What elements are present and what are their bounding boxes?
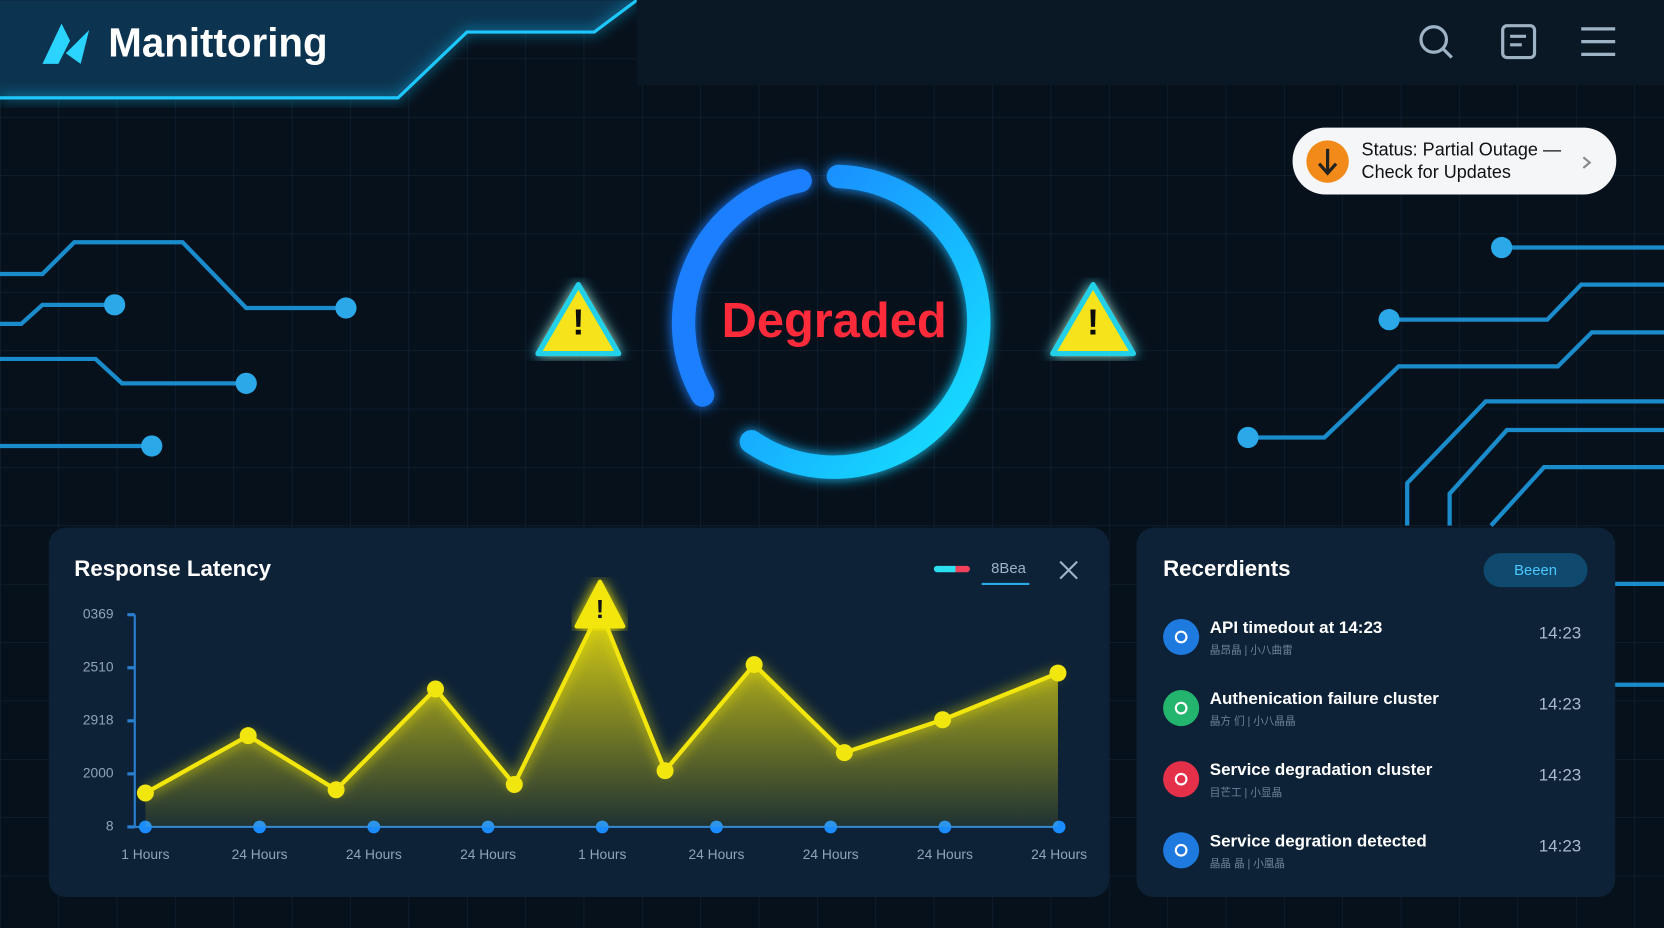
y-tick-label: 2000 <box>83 766 114 781</box>
header-tab <box>0 0 637 98</box>
legend-label[interactable]: 8Bea <box>991 561 1026 577</box>
latency-point <box>136 784 154 802</box>
status-label: Degraded <box>722 294 947 348</box>
latency-area <box>145 609 1058 827</box>
incident-icon <box>1163 832 1200 869</box>
legend-swatch <box>933 565 970 573</box>
x-tick-label: 24 Hours <box>232 847 288 862</box>
incident-time: 14:23 <box>1539 837 1581 856</box>
x-tick-label: 24 Hours <box>460 847 516 862</box>
incident-time: 14:23 <box>1539 623 1581 642</box>
circuit-nodes <box>104 236 1513 457</box>
header-edge <box>0 0 638 100</box>
incident-icon-glyph <box>1174 772 1188 786</box>
incident-subtitle: 晶昂晶 | 小八曲雷 <box>1210 645 1293 657</box>
incident-time: 14:23 <box>1539 694 1581 713</box>
incidents-title: Recerdients <box>1163 556 1290 581</box>
status-ring <box>671 164 991 479</box>
incident-icon-glyph <box>1174 630 1188 644</box>
x-tick-label: 24 Hours <box>803 847 859 862</box>
incident-time: 14:23 <box>1539 765 1581 784</box>
incident-icon-glyph <box>1174 843 1188 857</box>
x-tick-label: 24 Hours <box>917 847 973 862</box>
search-icon[interactable] <box>1419 25 1453 59</box>
y-tick-label: 2510 <box>83 659 114 674</box>
incident-title[interactable]: Service degration detected <box>1210 831 1427 850</box>
peak-warning: ! <box>596 596 604 624</box>
incident-title[interactable]: Authenication failure cluster <box>1210 689 1440 708</box>
warning-icons: ! ! <box>535 282 1137 357</box>
document-icon[interactable] <box>1501 24 1537 60</box>
chart-title: Response Latency <box>74 556 271 581</box>
y-tick-label: 0369 <box>83 606 114 621</box>
menu-icon[interactable] <box>1581 27 1616 56</box>
latency-point <box>745 656 763 674</box>
incident-icon <box>1163 761 1200 798</box>
incident-subtitle: 晶方 们 | 小八晶晶 <box>1210 715 1296 728</box>
svg-text:!: ! <box>1087 302 1099 343</box>
incidents-button[interactable] <box>1483 553 1588 588</box>
latency-point <box>656 762 674 780</box>
latency-point <box>505 776 523 793</box>
incident-subtitle: 晶晶 晶 | 小凰晶 <box>1210 858 1285 870</box>
x-tick-label: 24 Hours <box>346 847 402 862</box>
incident-title[interactable]: API timedout at 14:23 <box>1210 618 1383 637</box>
x-tick-label: 24 Hours <box>1031 847 1087 862</box>
latency-point <box>934 711 952 729</box>
latency-point <box>327 781 345 799</box>
incidents-panel <box>1136 527 1616 897</box>
incident-icon <box>1163 690 1200 727</box>
incidents-button-label[interactable]: Beeen <box>1514 563 1557 579</box>
logo <box>42 23 90 64</box>
banner-chevron <box>1582 156 1592 169</box>
x-tick-label: 1 Hours <box>578 847 626 862</box>
header-bar <box>636 0 1664 86</box>
latency-point <box>835 744 853 762</box>
banner-arrow <box>1317 148 1338 176</box>
app-title: Manittoring <box>108 20 327 66</box>
x-tick-label: 24 Hours <box>688 847 744 862</box>
latency-point <box>1049 664 1067 682</box>
y-tick-label: 8 <box>106 819 114 834</box>
y-tick-label: 2918 <box>83 712 114 727</box>
latency-point <box>239 727 257 745</box>
incident-title[interactable]: Service degradation cluster <box>1210 760 1433 779</box>
status-banner[interactable] <box>1292 127 1617 195</box>
close-button[interactable] <box>1059 560 1078 580</box>
banner-text: Status: Partial Outage — <box>1362 140 1562 160</box>
incident-icon <box>1163 618 1200 656</box>
x-tick-label: 1 Hours <box>121 847 169 862</box>
svg-text:!: ! <box>572 302 584 343</box>
banner-text: Check for Updates <box>1362 162 1511 182</box>
incident-subtitle: 目芒工 | 小显晶 <box>1210 786 1282 799</box>
circuit-lines <box>0 240 1664 687</box>
incident-icon-glyph <box>1174 701 1188 715</box>
peak-marker <box>574 579 626 629</box>
latency-point <box>427 680 444 698</box>
